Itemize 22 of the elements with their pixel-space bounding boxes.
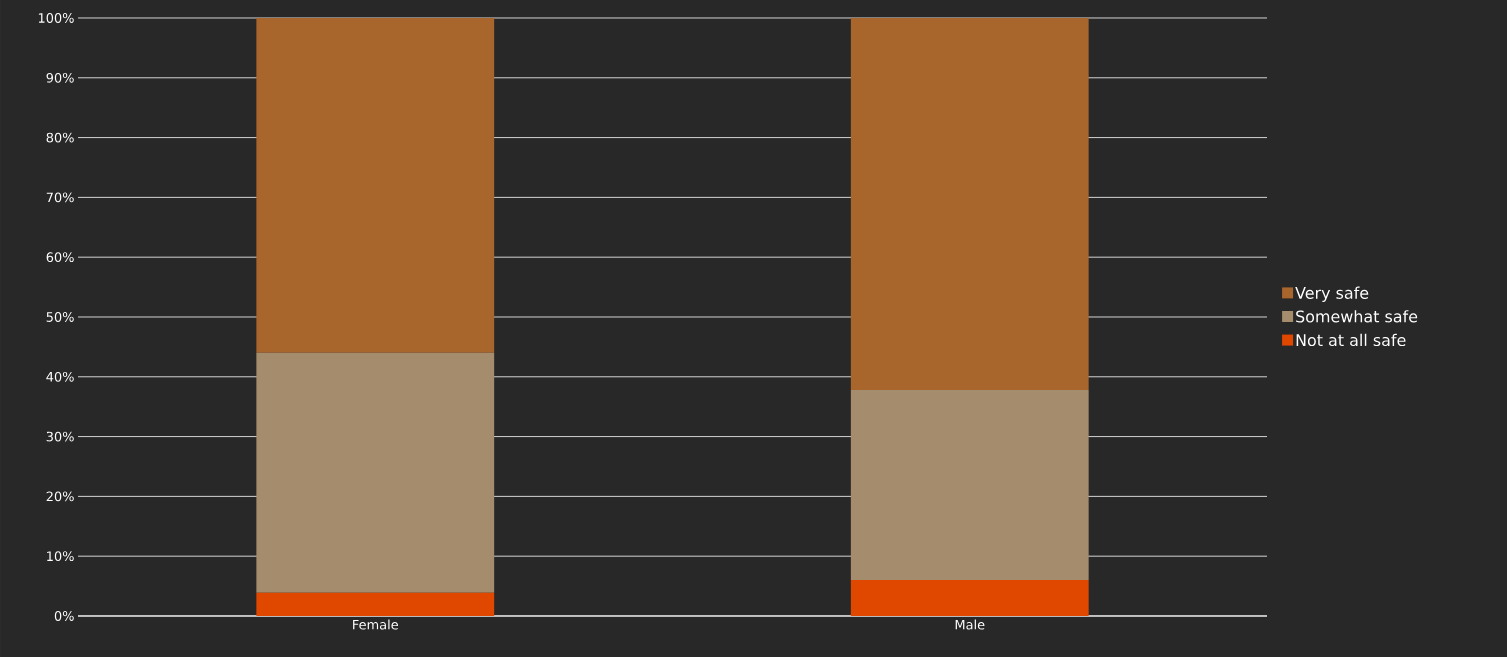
- y-tick-label: 60%: [46, 252, 74, 263]
- bar: [256, 352, 495, 593]
- y-tick-label: 30%: [46, 431, 74, 442]
- y-tick-label: 40%: [46, 371, 74, 382]
- y-tick-label: 100%: [38, 13, 74, 23]
- bar: [850, 389, 1089, 581]
- legend-label: Very safe: [1295, 286, 1369, 303]
- y-tick-label: 10%: [47, 551, 74, 562]
- bar: [256, 17, 495, 353]
- x-tick-label: Female: [353, 619, 398, 630]
- y-tick-label: 20%: [46, 491, 74, 502]
- y-tick-label: 0%: [54, 611, 74, 621]
- y-tick-label: 90%: [46, 72, 74, 83]
- bar: [256, 592, 495, 616]
- y-tick-label: 80%: [46, 132, 74, 143]
- legend-label: Not at all safe: [1296, 333, 1406, 347]
- y-tick-label: 70%: [46, 192, 74, 203]
- x-tick-label: Male: [955, 619, 985, 630]
- bar: [850, 580, 1089, 616]
- bar: [850, 17, 1089, 390]
- y-tick-label: 50%: [46, 312, 74, 322]
- legend-label: Somewhat safe: [1296, 310, 1418, 323]
